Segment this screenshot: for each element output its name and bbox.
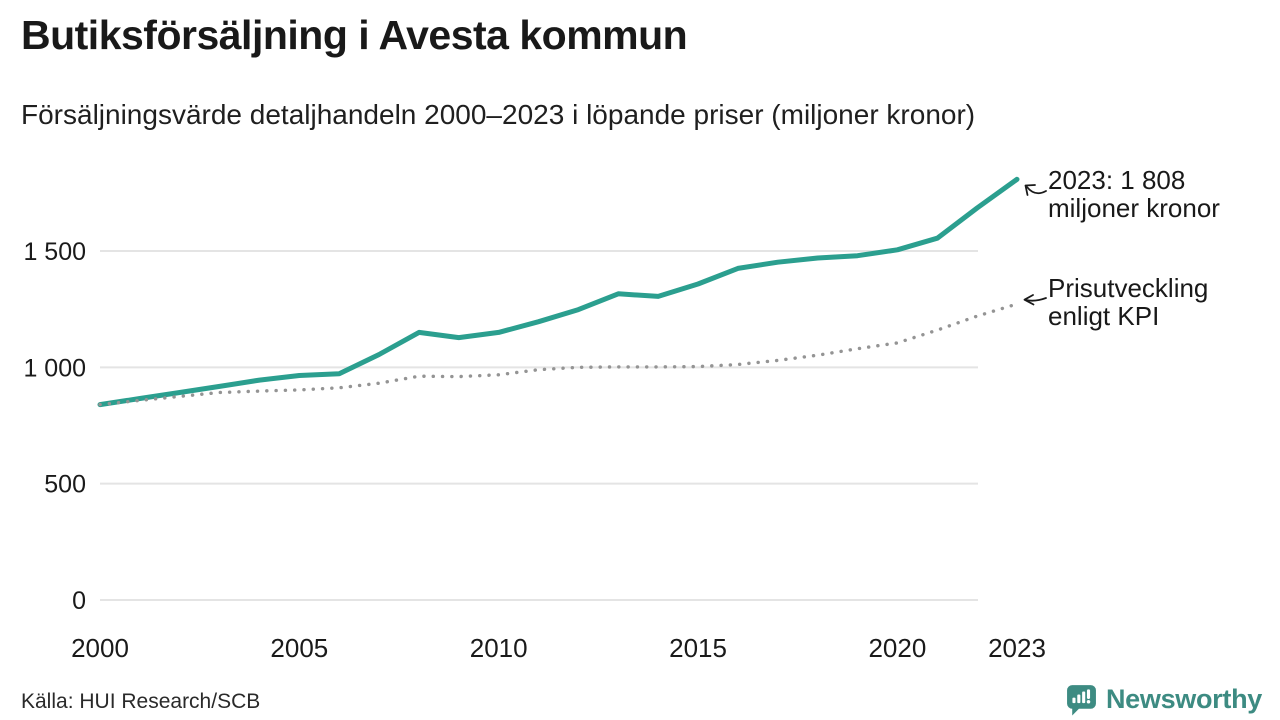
chart-subtitle: Försäljningsvärde detaljhandeln 2000–202… bbox=[21, 99, 976, 130]
annotation-kpi-line2: enligt KPI bbox=[1048, 301, 1160, 331]
newsworthy-icon bbox=[1067, 685, 1096, 716]
kpi-dotted-line bbox=[98, 302, 1019, 407]
x-tick-label: 2023 bbox=[988, 633, 1046, 663]
brand-wordmark: Newsworthy bbox=[1105, 684, 1262, 714]
y-tick-label: 1 500 bbox=[23, 238, 86, 266]
x-tick-label: 2015 bbox=[669, 633, 727, 663]
y-tick-label: 1 000 bbox=[23, 354, 86, 382]
chart-plot-area: 0 500 1 000 1 500 2000 2005 2010 2015 2020 2023 bbox=[23, 176, 1046, 663]
x-tick-label: 2000 bbox=[71, 633, 129, 663]
annotation-kpi-line1: Prisutveckling bbox=[1048, 273, 1209, 303]
y-tick-label: 0 bbox=[72, 587, 86, 615]
annotation-arrows bbox=[1023, 184, 1047, 306]
y-tick-label: 500 bbox=[44, 471, 86, 499]
arrow-left-icon bbox=[1024, 184, 1047, 196]
x-tick-label: 2005 bbox=[270, 633, 328, 663]
annotation-sales-2023: 2023: 1 808 miljoner kronor bbox=[1048, 166, 1220, 222]
annotation-sales-line1: 2023: 1 808 bbox=[1048, 165, 1186, 195]
sales-line bbox=[97, 176, 1020, 408]
annotation-sales-line2: miljoner kronor bbox=[1048, 193, 1220, 223]
x-tick-label: 2020 bbox=[868, 633, 926, 663]
annotation-kpi: Prisutveckling enligt KPI bbox=[1048, 274, 1208, 330]
arrow-left-icon bbox=[1023, 294, 1047, 306]
page-title: Butiksförsäljning i Avesta kommun bbox=[21, 12, 688, 58]
x-tick-label: 2010 bbox=[470, 633, 528, 663]
brand-logo: Newsworthy bbox=[1065, 683, 1262, 716]
source-note: Källa: HUI Research/SCB bbox=[21, 690, 261, 713]
